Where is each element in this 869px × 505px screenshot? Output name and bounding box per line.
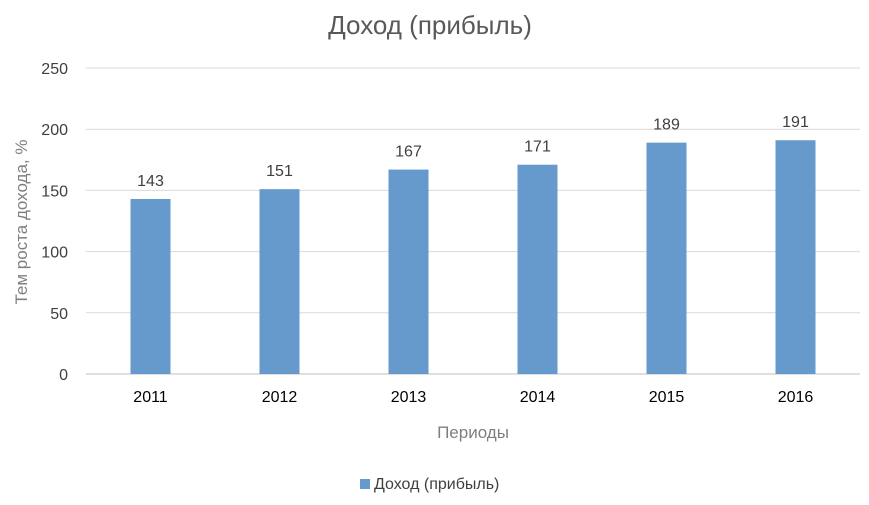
y-tick-label: 100 <box>41 245 68 262</box>
bar <box>130 198 171 374</box>
bars <box>130 140 816 374</box>
data-label: 167 <box>395 144 422 161</box>
x-tick-label: 2014 <box>520 389 556 406</box>
y-tick-label: 150 <box>41 183 68 200</box>
bar <box>259 189 300 374</box>
bar <box>646 142 687 374</box>
data-label: 151 <box>266 163 293 180</box>
data-label: 143 <box>137 173 164 190</box>
x-tick-label: 2012 <box>262 389 298 406</box>
x-tick-label: 2011 <box>133 389 168 406</box>
chart-title: Доход (прибыль) <box>328 10 532 40</box>
y-tick-label: 50 <box>50 306 68 323</box>
legend-swatch <box>360 479 370 489</box>
bar <box>517 164 558 374</box>
data-label: 171 <box>524 139 551 156</box>
bar <box>775 140 816 374</box>
legend-label: Доход (прибыль) <box>374 476 499 493</box>
data-label: 191 <box>782 114 809 131</box>
x-axis-ticks: 2011 2012 2013 2014 2015 2016 <box>133 389 813 406</box>
data-labels: 143 151 167 171 189 191 <box>137 114 809 190</box>
bar <box>388 169 429 374</box>
x-tick-label: 2015 <box>649 389 685 406</box>
y-axis-ticks: 0 50 100 150 200 250 <box>41 61 68 384</box>
y-tick-label: 0 <box>59 367 68 384</box>
legend: Доход (прибыль) <box>360 476 499 493</box>
x-tick-label: 2013 <box>391 389 427 406</box>
x-tick-label: 2016 <box>778 389 814 406</box>
y-tick-label: 200 <box>41 122 68 139</box>
y-axis-label: Тем роста дохода, % <box>12 140 31 305</box>
data-label: 189 <box>653 117 680 134</box>
gridlines <box>86 67 860 375</box>
y-tick-label: 250 <box>41 61 68 78</box>
x-axis-label: Периоды <box>437 423 509 442</box>
